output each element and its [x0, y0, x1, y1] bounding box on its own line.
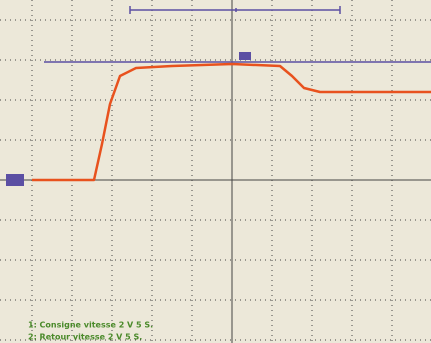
legend-entry: 1: Consigne vitesse 2 V 5 S. — [28, 321, 153, 330]
screen-background — [0, 0, 431, 343]
legend-entry: 2: Retour vitesse 2 V 5 S. — [28, 333, 142, 342]
trigger-marker — [239, 52, 251, 60]
ground-marker — [6, 174, 24, 186]
scope-screen: 1: Consigne vitesse 2 V 5 S. 2: Retour v… — [0, 0, 431, 343]
